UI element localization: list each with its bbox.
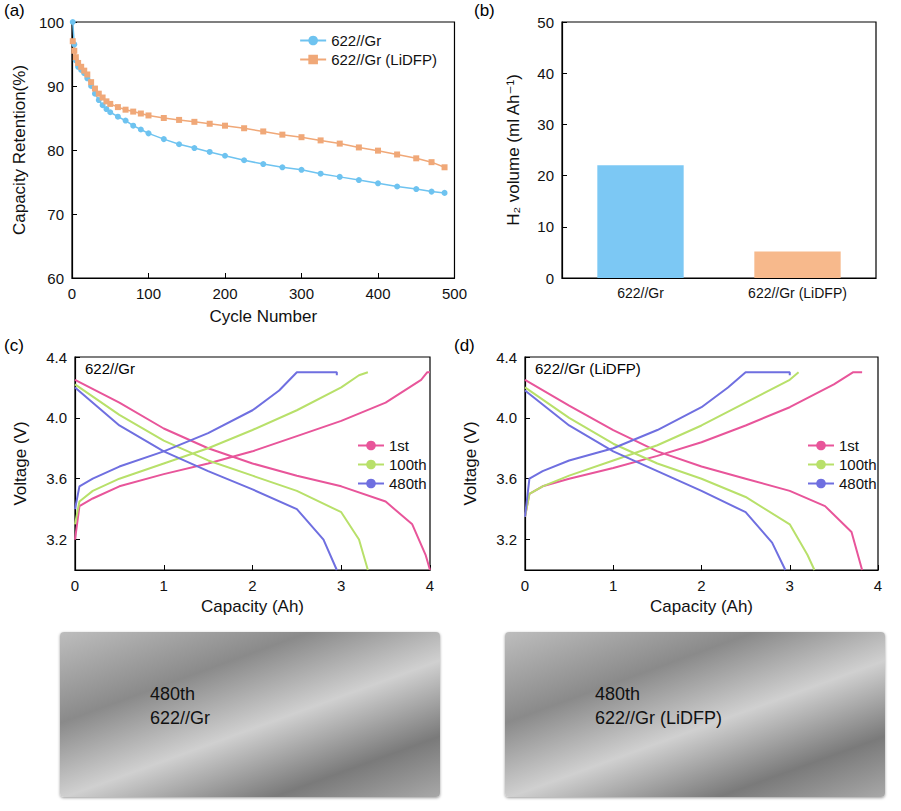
svg-text:3.6: 3.6 [46,470,67,487]
svg-text:1: 1 [160,577,168,594]
svg-text:H₂ volume (ml Ah⁻¹): H₂ volume (ml Ah⁻¹) [504,74,523,226]
svg-text:1st: 1st [839,437,860,454]
svg-text:3.6: 3.6 [496,470,517,487]
svg-text:4.4: 4.4 [46,349,67,366]
svg-text:100th: 100th [389,456,427,473]
svg-text:480th: 480th [389,475,427,492]
svg-text:4.0: 4.0 [46,409,67,426]
svg-text:3: 3 [337,577,345,594]
svg-text:3.2: 3.2 [46,531,67,548]
svg-text:300: 300 [289,285,314,302]
svg-text:1st: 1st [389,437,410,454]
html-text:622//Gr (LiDFP): 622//Gr (LiDFP) [595,708,722,728]
svg-text:3: 3 [786,577,794,594]
svg-text:622//Gr (LiDFP): 622//Gr (LiDFP) [331,51,437,68]
svg-text:Voltage (V): Voltage (V) [11,421,30,505]
svg-text:30: 30 [537,116,554,133]
svg-text:80: 80 [47,142,64,159]
svg-text:50: 50 [537,14,554,31]
svg-text:Capacity Retention(%): Capacity Retention(%) [10,65,29,235]
svg-text:400: 400 [365,285,390,302]
svg-text:4: 4 [874,577,882,594]
svg-text:20: 20 [537,167,554,184]
svg-text:0: 0 [71,577,79,594]
svg-text:3.2: 3.2 [496,531,517,548]
svg-text:622//Gr: 622//Gr [85,360,135,377]
svg-text:622//Gr: 622//Gr [617,285,664,301]
svg-text:4.0: 4.0 [496,409,517,426]
svg-text:(c): (c) [4,336,24,355]
svg-text:90: 90 [47,78,64,95]
svg-text:480th: 480th [839,475,877,492]
svg-text:200: 200 [212,285,237,302]
svg-text:70: 70 [47,206,64,223]
svg-text:4.4: 4.4 [496,349,517,366]
svg-text:Cycle Number: Cycle Number [209,307,317,326]
svg-text:0: 0 [68,285,76,302]
svg-text:4: 4 [426,577,434,594]
svg-text:Capacity (Ah): Capacity (Ah) [650,597,753,616]
svg-text:(b): (b) [474,1,495,20]
svg-text:(a): (a) [4,1,25,20]
svg-text:622//Gr (LiDFP): 622//Gr (LiDFP) [535,360,641,377]
html-text:480th: 480th [595,684,640,704]
svg-text:40: 40 [537,65,554,82]
svg-text:Voltage (V): Voltage (V) [461,421,480,505]
svg-text:100th: 100th [839,456,877,473]
svg-text:60: 60 [47,270,64,287]
svg-text:100: 100 [39,14,64,31]
svg-text:(d): (d) [454,336,475,355]
svg-text:622//Gr: 622//Gr [331,32,381,49]
svg-text:500: 500 [442,285,467,302]
svg-text:Capacity (Ah): Capacity (Ah) [201,597,304,616]
svg-text:622//Gr (LiDFP): 622//Gr (LiDFP) [748,285,847,301]
svg-text:10: 10 [537,218,554,235]
svg-text:1: 1 [609,577,617,594]
svg-text:0: 0 [546,270,554,287]
html-text:480th: 480th [150,684,195,704]
svg-text:2: 2 [697,577,705,594]
svg-text:2: 2 [248,577,256,594]
svg-text:100: 100 [136,285,161,302]
svg-text:0: 0 [521,577,529,594]
html-text:622//Gr: 622//Gr [150,708,210,728]
